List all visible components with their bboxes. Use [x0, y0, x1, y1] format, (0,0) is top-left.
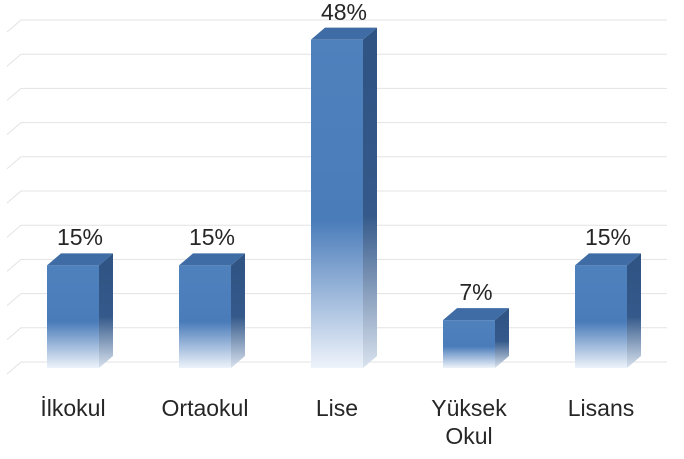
x-tick-label: İlkokul	[40, 395, 106, 421]
grid-line	[6, 87, 667, 101]
bar	[443, 308, 509, 368]
bar-side	[627, 253, 641, 368]
grid-line	[6, 293, 667, 306]
bar	[47, 253, 113, 368]
bar	[311, 27, 377, 369]
bar-top	[443, 308, 509, 321]
grid-line	[6, 19, 667, 33]
data-label: 48%	[320, 0, 368, 25]
data-label: 15%	[56, 224, 104, 251]
bar-front	[575, 265, 627, 368]
x-tick-label: Ortaokul	[161, 395, 249, 421]
x-tick-label: Lise	[315, 395, 359, 421]
bar-side	[363, 27, 377, 369]
bar-front	[47, 265, 99, 368]
grid-line	[6, 224, 667, 238]
grid-line	[6, 190, 667, 204]
bar-top	[47, 253, 113, 266]
bar-front	[311, 39, 363, 369]
bar-front	[443, 320, 495, 368]
grid-line	[6, 156, 667, 170]
bar-top	[179, 253, 245, 266]
bar-side	[495, 308, 509, 368]
data-label: 15%	[188, 224, 236, 251]
bar-top	[311, 27, 377, 40]
x-tick-label: Yüksek Okul	[431, 395, 507, 449]
x-tick-label: Lisans	[567, 395, 635, 421]
grid-line	[6, 53, 667, 67]
bar-side	[99, 253, 113, 368]
bar-front	[179, 265, 231, 368]
bar	[179, 253, 245, 368]
grid-line	[6, 258, 667, 272]
bar-side	[231, 253, 245, 368]
grid-line	[6, 122, 667, 135]
data-label: 15%	[584, 224, 632, 251]
bar-top	[575, 253, 641, 266]
data-label: 7%	[459, 279, 493, 306]
bar	[575, 253, 641, 368]
